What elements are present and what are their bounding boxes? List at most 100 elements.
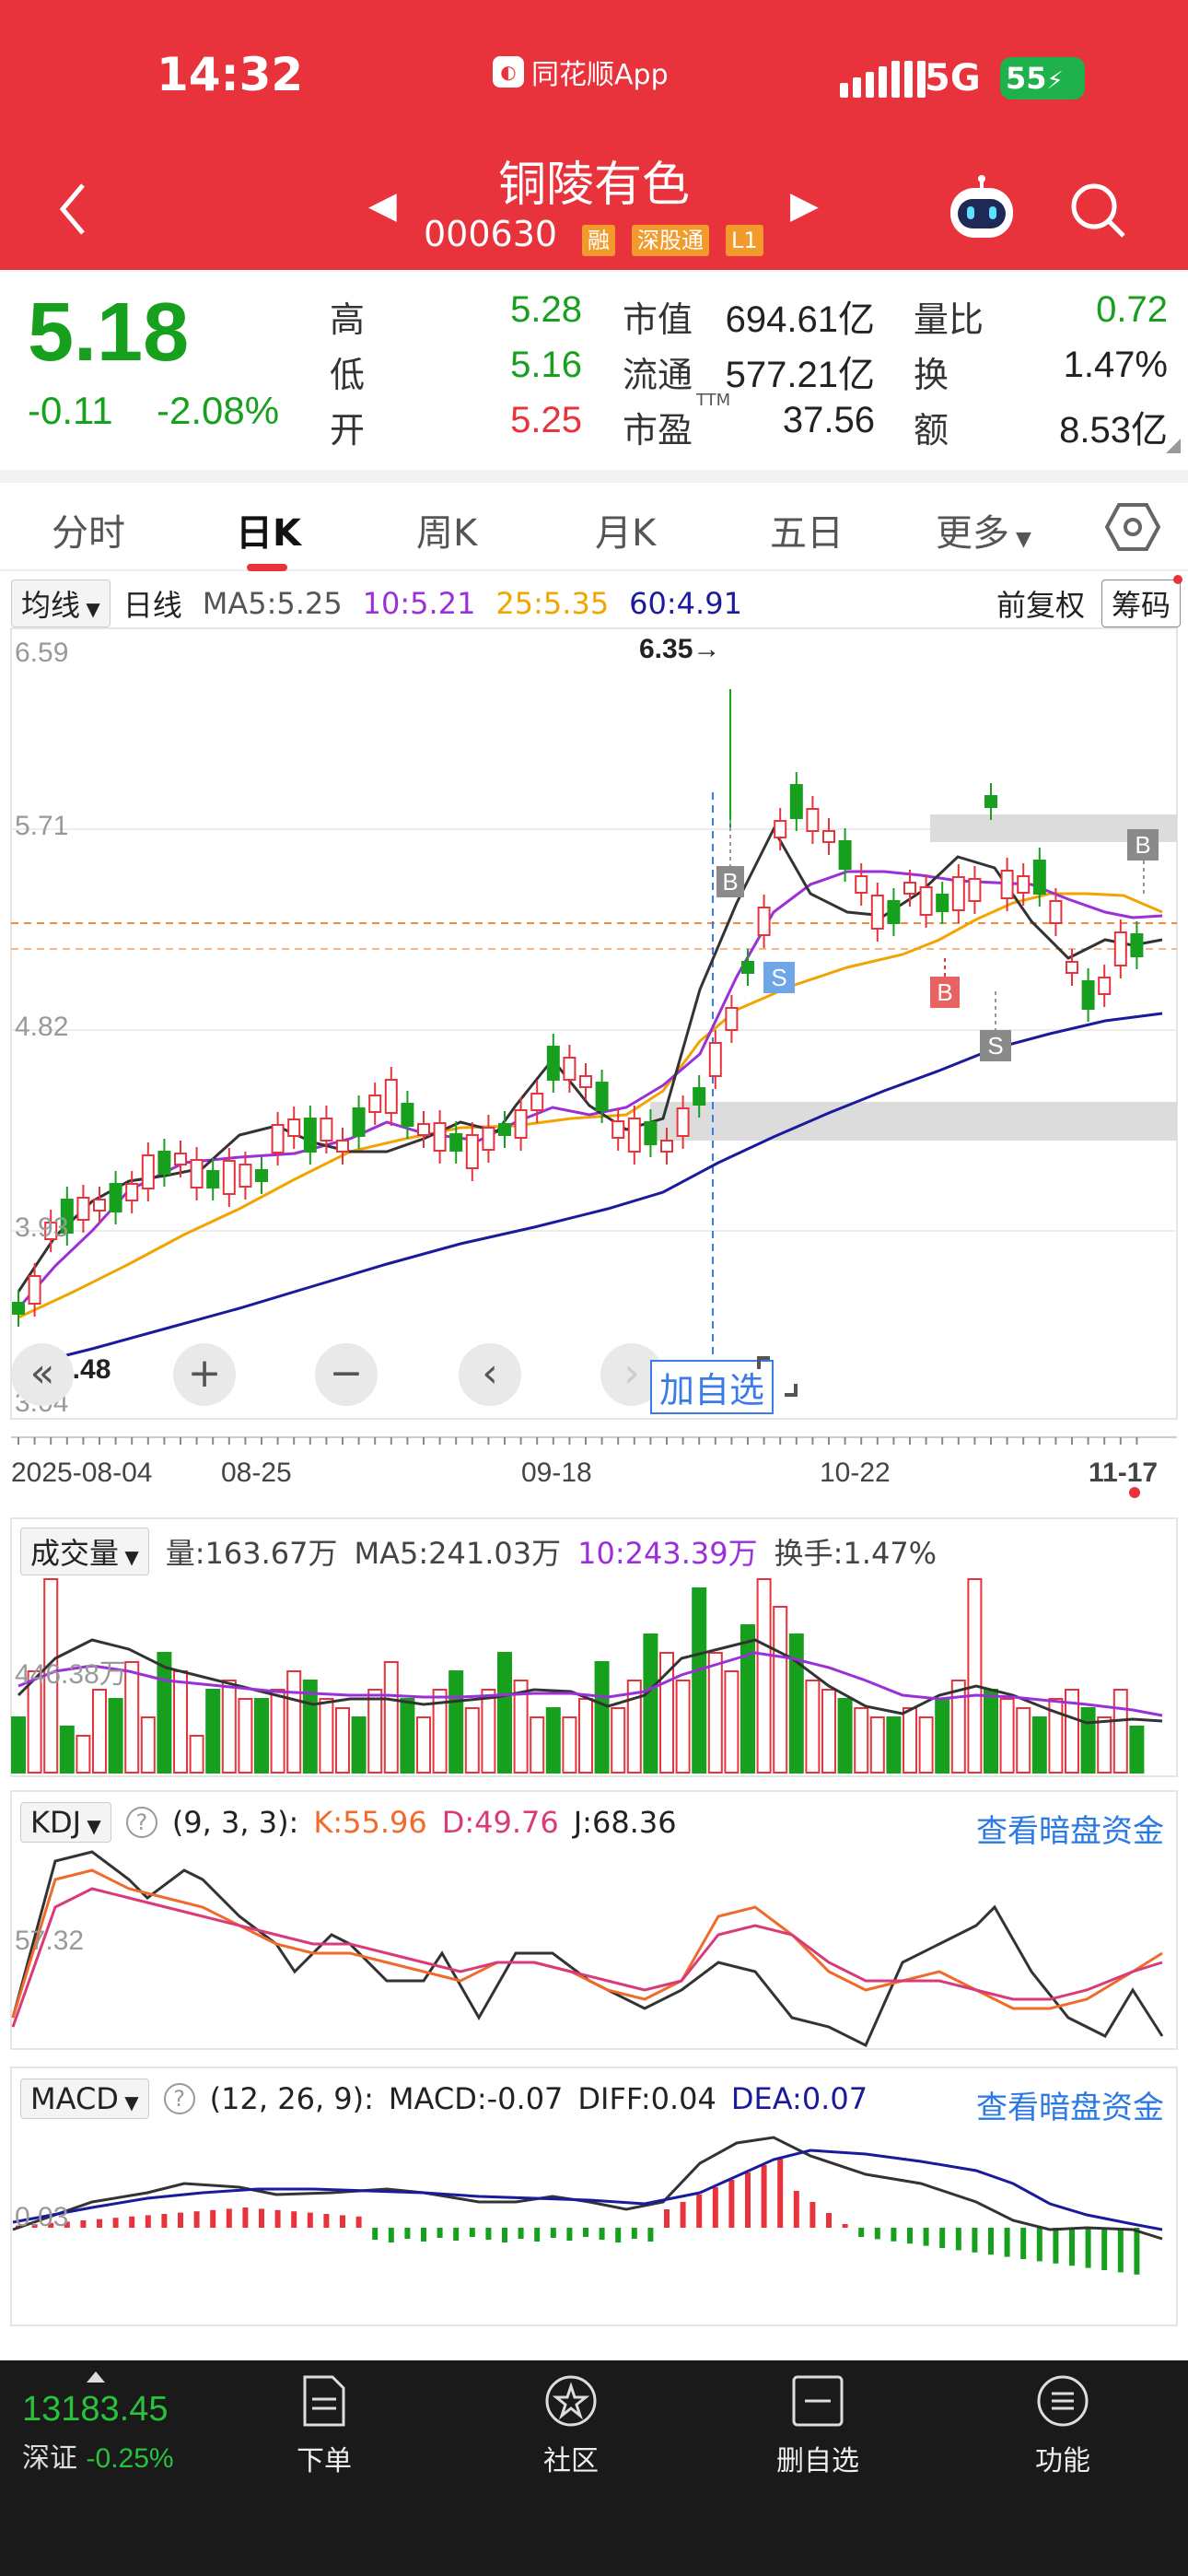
adjust-toggle[interactable]: 前复权 — [996, 588, 1085, 623]
chart-area: B S B S B 6.59 5.71 4.82 3.93 3.04 6.35→… — [10, 627, 1178, 2326]
volume-bar — [1080, 1707, 1096, 1774]
candle-body — [109, 1183, 122, 1212]
chevron-down-icon: ▼ — [118, 2091, 139, 2113]
macd-bar — [599, 2228, 605, 2240]
battery-icon: 55⚡ — [1000, 57, 1085, 100]
amount-value: 8.53亿 — [1059, 410, 1168, 451]
zoom-in-button[interactable]: + — [173, 1343, 236, 1406]
macd-bar — [745, 2172, 751, 2228]
volume-bar — [464, 1707, 480, 1774]
dark-pool-link[interactable]: 查看暗盘资金 — [976, 1813, 1164, 1850]
candle-body — [903, 882, 916, 895]
tab-five-day[interactable]: 五日 — [770, 512, 844, 555]
tab-intraday[interactable]: 分时 — [52, 512, 125, 555]
volume-bar — [335, 1707, 350, 1774]
remove-watchlist-label: 删自选 — [776, 2445, 859, 2477]
ma10-line — [17, 870, 1163, 1309]
candle-body — [1130, 933, 1144, 957]
chip-button[interactable]: 筹码 — [1101, 580, 1181, 627]
macd-bar — [112, 2218, 119, 2228]
volume-bar — [903, 1707, 917, 1774]
volume-bar — [27, 1670, 42, 1774]
tab-more[interactable]: 更多 ▼ — [936, 503, 1031, 556]
community-label: 社区 — [543, 2445, 599, 2477]
macd-bar — [972, 2228, 978, 2253]
chevron-down-icon: ▼ — [81, 1815, 101, 1837]
volume-bar — [59, 1726, 75, 1774]
macd-bar — [453, 2228, 460, 2241]
function-button[interactable]: 功能 — [989, 2373, 1136, 2478]
settings-hexagon-icon[interactable] — [1105, 501, 1160, 553]
community-button[interactable]: 社区 — [497, 2373, 645, 2478]
index-quote[interactable]: 13183.45 深证 -0.25% — [22, 2371, 188, 2482]
add-watchlist-button[interactable]: 加自选 — [650, 1360, 775, 1414]
macd-select[interactable]: MACD ▼ — [20, 2078, 149, 2119]
buy-marker-label: B — [722, 868, 738, 896]
macd-value: MACD:-0.07 — [388, 2081, 564, 2116]
help-icon[interactable]: ? — [125, 1807, 157, 1838]
candle-body — [951, 876, 965, 911]
scroll-left-button[interactable]: ‹ — [459, 1343, 521, 1406]
tab-weekly-k[interactable]: 周K — [416, 512, 478, 555]
macd-bar — [988, 2228, 994, 2255]
ma-select[interactable]: 均线 ▼ — [11, 580, 111, 627]
robot-assistant-icon[interactable] — [945, 173, 1019, 247]
remove-watchlist-icon — [792, 2375, 844, 2427]
next-stock-icon[interactable]: ▶ — [790, 184, 819, 227]
search-icon[interactable] — [1068, 181, 1127, 240]
candle-body — [287, 1118, 301, 1137]
index-value: 13183.45 — [22, 2390, 169, 2429]
candle-body — [239, 1164, 252, 1188]
kline-panel-frame — [10, 627, 1178, 1420]
candle-body — [693, 1087, 706, 1106]
remove-watchlist-button[interactable]: 删自选 — [744, 2373, 891, 2478]
trade-markers: B S B S B — [716, 820, 1159, 1061]
volume-bar — [497, 1652, 512, 1774]
volume-bar — [270, 1689, 285, 1774]
volume-bar — [821, 1689, 836, 1774]
kdj-select[interactable]: KDJ ▼ — [20, 1802, 111, 1843]
dark-pool-link[interactable]: 查看暗盘资金 — [976, 2090, 1164, 2126]
collapse-left-button[interactable]: « — [11, 1343, 74, 1406]
expand-corner-icon[interactable] — [1166, 439, 1181, 453]
volume-bar — [157, 1652, 172, 1774]
macd-bar — [1053, 2228, 1059, 2264]
buy-marker — [930, 977, 960, 1008]
volume-bar — [351, 1716, 367, 1774]
pe-label: 市盈 — [623, 410, 693, 451]
pe-value: 37.56 — [782, 400, 875, 440]
tab-monthly-k[interactable]: 月K — [595, 512, 657, 555]
y-tick-label: 3.93 — [15, 1212, 68, 1243]
fullscreen-icon[interactable] — [755, 1354, 799, 1399]
macd-bar — [242, 2207, 249, 2228]
volume-value: 量:163.67万 — [165, 1536, 338, 1571]
candle-body — [627, 1118, 641, 1153]
tab-daily-k[interactable]: 日K — [236, 512, 301, 555]
candle-body — [1000, 870, 1014, 899]
candle-body — [514, 1109, 528, 1139]
ma60-value: 60:4.91 — [629, 586, 742, 621]
chevron-down-icon: ▼ — [119, 1546, 139, 1568]
volume-bar — [611, 1707, 626, 1774]
candle-body — [465, 1134, 479, 1169]
kdj-axis-label: 57.32 — [15, 1926, 85, 1956]
macd-bar — [178, 2212, 183, 2228]
macd-bar — [437, 2228, 443, 2238]
prev-stock-icon[interactable]: ◀ — [368, 184, 397, 227]
turnover-label: 换 — [914, 355, 949, 395]
vol-ratio-label: 量比 — [914, 299, 984, 340]
volume-select[interactable]: 成交量 ▼ — [20, 1528, 149, 1575]
battery-level: 55 — [1006, 61, 1047, 96]
order-button[interactable]: 下单 — [250, 2373, 398, 2478]
volume-bar — [205, 1689, 221, 1774]
candle-body — [352, 1107, 366, 1137]
zoom-out-button[interactable]: − — [315, 1343, 378, 1406]
macd-bar — [1134, 2228, 1140, 2275]
macd-bar — [502, 2228, 507, 2242]
back-icon[interactable] — [55, 180, 92, 239]
y-tick-label: 6.59 — [15, 638, 68, 668]
kline-legend: 均线 ▼ 日线 MA5:5.25 10:5.21 25:5.35 60:4.91… — [11, 580, 1181, 627]
macd-dea-line — [12, 2149, 1163, 2231]
help-icon[interactable]: ? — [163, 2083, 195, 2114]
volume-select-label: 成交量 — [30, 1536, 120, 1571]
